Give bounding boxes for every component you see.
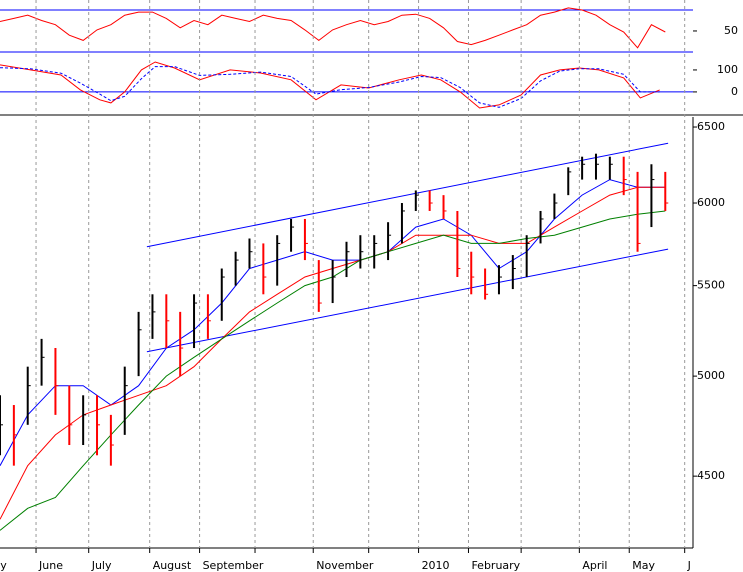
- x-tick-label: September: [203, 559, 264, 572]
- x-tick-label: J: [687, 559, 691, 572]
- y-tick-label: 100: [717, 63, 738, 76]
- x-tick-label: November: [316, 559, 374, 572]
- indicator-line: [0, 61, 660, 109]
- x-tick-label: June: [38, 559, 63, 572]
- moving-average: [0, 179, 666, 466]
- y-tick-label: 0: [731, 85, 738, 98]
- x-tick-label: August: [153, 559, 192, 572]
- y-tick-label: 50: [724, 24, 738, 37]
- x-tick-label: July: [91, 559, 112, 572]
- moving-average: [0, 210, 666, 531]
- channel-line: [146, 142, 669, 248]
- channel-line: [146, 248, 669, 353]
- indicator-line: [0, 7, 666, 49]
- y-tick-label: 5000: [697, 369, 725, 382]
- x-tick-label: y: [0, 559, 7, 572]
- indicator-line: [0, 66, 660, 108]
- x-tick-label: April: [582, 559, 607, 572]
- y-tick-label: 4500: [697, 469, 725, 482]
- x-tick-label: February: [471, 559, 520, 572]
- y-tick-label: 6500: [697, 120, 725, 133]
- y-tick-label: 5500: [697, 279, 725, 292]
- x-tick-label: May: [632, 559, 655, 572]
- moving-average: [0, 186, 666, 520]
- x-tick-label: 2010: [422, 559, 450, 572]
- y-tick-label: 6000: [697, 196, 725, 209]
